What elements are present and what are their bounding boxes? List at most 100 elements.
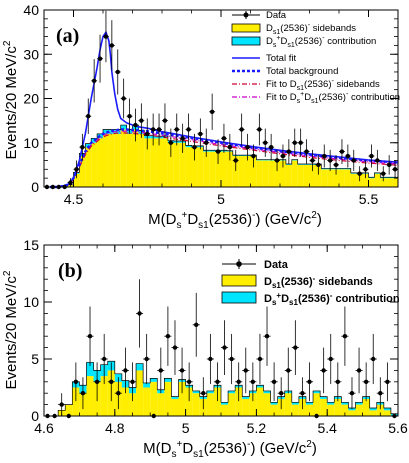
- sideband-bar: [114, 133, 121, 187]
- data-point: [206, 333, 214, 385]
- sideband-bar: [206, 393, 214, 416]
- sideband-bar: [221, 151, 227, 187]
- sideband-bar: [150, 381, 158, 416]
- data-point: [100, 333, 108, 385]
- data-point: [320, 347, 328, 394]
- data-point: [213, 362, 221, 402]
- data-point: [162, 103, 168, 138]
- sideband-bar: [203, 151, 210, 187]
- svg-text:Total background: Total background: [266, 66, 338, 77]
- data-point: [274, 149, 280, 172]
- contribution-bar: [368, 177, 375, 179]
- panel-b-xlabel: M(Ds+Ds1(2536)-) (GeV/c2): [143, 439, 317, 460]
- data-point: [226, 133, 233, 161]
- panel-a-xlabel: M(Ds+Ds1(2536)-) (GeV/c2): [148, 210, 322, 231]
- sideband-bar: [376, 404, 384, 416]
- panel-b: 4.6 4.8 5 5.2 5.4 5.6 0 5 10 15 (b) Events/20 MeV…: [2, 237, 408, 460]
- sideband-bar: [355, 404, 363, 416]
- data-point: [156, 113, 162, 146]
- x-tick-label: 5.2: [247, 420, 267, 436]
- legend-b-contribution: Ds+Ds1(2536)- contribution: [221, 291, 400, 307]
- contribution-bar: [305, 402, 314, 405]
- y-tick-label: 40: [23, 2, 39, 18]
- contribution-bar: [344, 168, 351, 170]
- data-point: [285, 139, 292, 164]
- data-point: [355, 347, 363, 394]
- panel-a-label: (a): [56, 25, 79, 47]
- data-point: [58, 393, 66, 416]
- sideband-bar: [249, 393, 257, 416]
- data-point: [386, 155, 393, 175]
- panel-b-data-points: [44, 279, 398, 419]
- panel-a-data-points: [44, 10, 398, 190]
- contribution-bar: [291, 402, 299, 405]
- sideband-bar: [164, 381, 172, 416]
- contribution-bar: [209, 150, 216, 152]
- sideband-bar: [268, 160, 275, 187]
- data-point: [256, 333, 264, 385]
- stack-outline: [44, 360, 399, 417]
- contribution-bar: [369, 408, 377, 411]
- data-point: [383, 362, 391, 402]
- legend-b-data: Data: [222, 259, 289, 271]
- data-point: [67, 178, 74, 187]
- data-point: [164, 306, 172, 366]
- contribution-bar: [103, 129, 109, 134]
- contribution-bar: [171, 396, 179, 399]
- contribution-bar: [164, 378, 172, 382]
- sideband-bar: [128, 393, 137, 416]
- panel-b-ylabel: Events/20 MeV/c2: [2, 270, 20, 389]
- svg-text:Ds+Ds1(2536)- contribution: Ds+Ds1(2536)- contribution: [264, 291, 400, 307]
- sideband-bar: [280, 160, 286, 187]
- sideband-bar: [100, 376, 108, 416]
- sideband-bar: [121, 387, 129, 416]
- data-point: [256, 113, 263, 146]
- data-point: [215, 139, 221, 164]
- legend-a-data: Data: [232, 10, 287, 21]
- sideband-bar: [228, 393, 236, 416]
- svg-text:Total fit: Total fit: [266, 53, 296, 64]
- legend-a-fit-contribution: Fit to Ds+Ds1(2536)- contribution: [232, 91, 400, 105]
- data-point: [376, 377, 384, 410]
- x-tick-label: 5: [217, 191, 225, 207]
- data-point: [327, 149, 334, 172]
- sideband-bar: [173, 142, 180, 187]
- data-point: [178, 347, 186, 394]
- sideband-bar: [362, 398, 370, 416]
- legend-a-total-fit: Total fit: [232, 53, 296, 64]
- panel-a-ylabel: Events/20 MeV/c2: [2, 40, 20, 159]
- data-point: [362, 362, 370, 402]
- sideband-bar: [270, 404, 278, 416]
- sideband-bar: [262, 160, 269, 187]
- stack-outline: [44, 124, 399, 188]
- contribution-bar: [320, 396, 328, 399]
- data-point: [79, 377, 87, 410]
- sideband-bar: [86, 376, 94, 416]
- contribution-bar: [120, 125, 127, 130]
- sideband-bar: [171, 398, 179, 416]
- contribution-bar: [321, 168, 328, 170]
- contribution-bar: [383, 408, 391, 411]
- sideband-bar: [250, 156, 257, 187]
- contribution-bar: [262, 159, 269, 161]
- data-point: [114, 49, 121, 95]
- data-point: [203, 128, 210, 157]
- data-point: [356, 166, 363, 182]
- sideband-bar: [215, 151, 221, 187]
- contribution-bar: [297, 163, 304, 165]
- sideband-bar: [156, 138, 162, 187]
- contribution-bar: [143, 382, 151, 388]
- data-point: [374, 149, 381, 172]
- sideband-bar: [221, 404, 229, 416]
- contribution-bar: [206, 390, 214, 394]
- data-point: [339, 139, 345, 164]
- data-point: [270, 362, 278, 402]
- contribution-bar: [291, 159, 298, 161]
- data-point: [192, 292, 200, 357]
- svg-text:Data: Data: [264, 259, 289, 271]
- sideband-bar: [242, 398, 250, 416]
- sideband-bar: [291, 404, 299, 416]
- panel-b-ticks: 4.6 4.8 5 5.2 5.4 5.6 0 5 10 15: [23, 237, 408, 436]
- x-tick-label: 4.5: [64, 191, 84, 207]
- data-point: [263, 306, 271, 366]
